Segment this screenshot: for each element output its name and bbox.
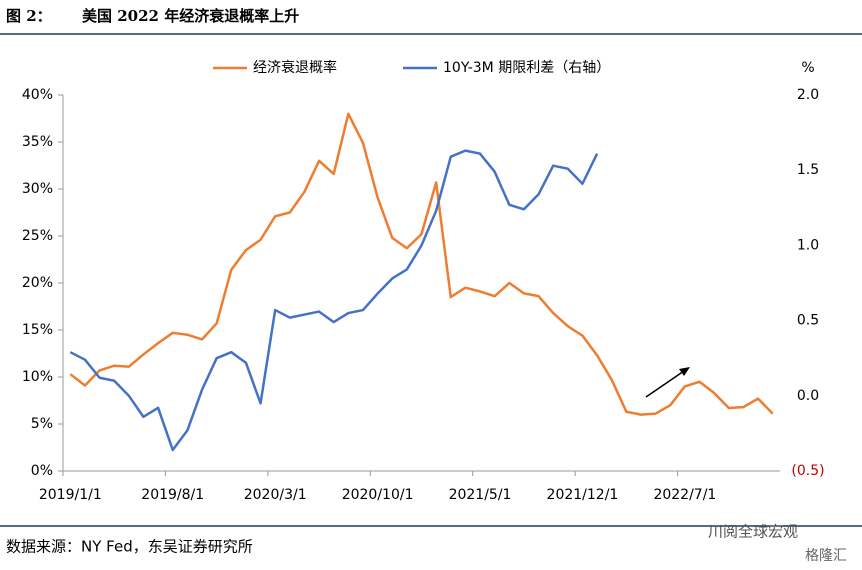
- arrow-head: [679, 367, 690, 376]
- y-tick-label: 25%: [22, 228, 53, 244]
- legend-label: 10Y-3M 期限利差（右轴）: [443, 60, 610, 76]
- y-tick-label: 15%: [22, 322, 53, 338]
- x-tick-label: 2019/8/1: [141, 487, 204, 503]
- watermark: 川阅全球宏观: [708, 523, 798, 541]
- chart-title: 美国 2022 年经济衰退概率上升: [82, 7, 299, 25]
- y-tick-label: 40%: [22, 87, 53, 103]
- y2-tick-label: 1.0: [797, 237, 819, 253]
- x-tick-label: 2022/7/1: [653, 487, 716, 503]
- legend-label: 经济衰退概率: [253, 59, 337, 76]
- y2-unit: %: [801, 60, 814, 76]
- y-tick-label: 10%: [22, 369, 53, 385]
- y-tick-label: 20%: [22, 275, 53, 291]
- y2-tick-label: 1.5: [797, 162, 819, 178]
- source: 数据来源：NY Fed，东吴证券研究所: [6, 538, 253, 556]
- figure-label: 图 2：: [6, 7, 52, 25]
- y-tick-label: 5%: [31, 416, 53, 432]
- x-tick-label: 2020/3/1: [244, 487, 307, 503]
- y2-tick-label: 2.0: [797, 87, 819, 103]
- y-tick-label: 35%: [22, 134, 53, 150]
- y-tick-label: 0%: [31, 463, 53, 479]
- x-tick-label: 2021/5/1: [449, 487, 512, 503]
- y2-tick-label: (0.5): [791, 463, 824, 479]
- series-line: [69, 149, 599, 452]
- y-tick-label: 30%: [22, 181, 53, 197]
- x-tick-label: 2021/12/1: [547, 487, 619, 503]
- x-tick-label: 2019/1/1: [39, 487, 102, 503]
- arrow: [645, 370, 685, 398]
- watermark: 格隆汇: [805, 548, 847, 564]
- y2-tick-label: 0.0: [797, 388, 819, 404]
- y2-tick-label: 0.5: [797, 313, 819, 329]
- series-line: [69, 112, 774, 416]
- x-tick-label: 2020/10/1: [342, 487, 414, 503]
